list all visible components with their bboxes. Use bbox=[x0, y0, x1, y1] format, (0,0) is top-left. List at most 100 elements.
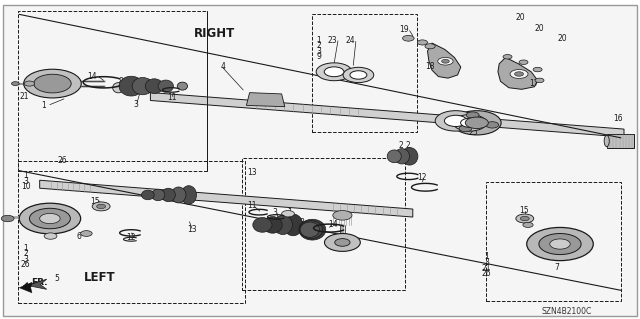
Circle shape bbox=[527, 227, 593, 261]
Bar bbox=[486, 182, 621, 301]
Polygon shape bbox=[28, 279, 47, 289]
Ellipse shape bbox=[151, 189, 165, 201]
Ellipse shape bbox=[141, 190, 154, 200]
Text: 26: 26 bbox=[20, 260, 31, 269]
Ellipse shape bbox=[284, 214, 303, 236]
Circle shape bbox=[335, 239, 350, 246]
Text: 8: 8 bbox=[118, 77, 124, 86]
Text: 21: 21 bbox=[482, 264, 491, 273]
Ellipse shape bbox=[181, 186, 196, 204]
Ellipse shape bbox=[604, 135, 609, 147]
Circle shape bbox=[29, 208, 70, 229]
Circle shape bbox=[417, 40, 428, 45]
Text: 3: 3 bbox=[133, 100, 138, 109]
Polygon shape bbox=[428, 43, 461, 78]
Polygon shape bbox=[19, 282, 32, 293]
Ellipse shape bbox=[119, 76, 143, 96]
Text: 26: 26 bbox=[481, 269, 492, 278]
Text: 25: 25 bbox=[468, 128, 479, 137]
Bar bbox=[312, 14, 417, 132]
Circle shape bbox=[453, 115, 486, 131]
Bar bbox=[607, 134, 634, 148]
Circle shape bbox=[425, 44, 435, 49]
Text: 2: 2 bbox=[28, 80, 33, 89]
Ellipse shape bbox=[145, 79, 163, 93]
Text: 10: 10 bbox=[20, 182, 31, 191]
Text: 12: 12 bbox=[418, 173, 427, 182]
Circle shape bbox=[316, 63, 352, 81]
Circle shape bbox=[510, 70, 528, 78]
Ellipse shape bbox=[300, 222, 319, 237]
Circle shape bbox=[12, 82, 19, 85]
Text: 2: 2 bbox=[406, 141, 411, 150]
Circle shape bbox=[444, 115, 467, 127]
Text: 11: 11 bbox=[167, 93, 176, 102]
Ellipse shape bbox=[177, 82, 188, 90]
Text: 5: 5 bbox=[54, 274, 59, 283]
Circle shape bbox=[40, 213, 60, 224]
Ellipse shape bbox=[300, 221, 323, 239]
Circle shape bbox=[1, 215, 14, 222]
Polygon shape bbox=[498, 57, 538, 89]
Circle shape bbox=[452, 111, 501, 135]
Text: 22: 22 bbox=[455, 121, 464, 130]
Text: 19: 19 bbox=[399, 25, 410, 34]
Circle shape bbox=[467, 112, 479, 118]
Text: 2: 2 bbox=[316, 41, 321, 50]
Text: 3: 3 bbox=[28, 86, 33, 95]
Circle shape bbox=[535, 78, 544, 83]
Text: 7: 7 bbox=[554, 263, 559, 272]
Ellipse shape bbox=[401, 147, 418, 165]
Bar bbox=[18, 11, 207, 171]
Circle shape bbox=[350, 71, 367, 79]
Ellipse shape bbox=[394, 149, 410, 164]
Polygon shape bbox=[246, 93, 285, 107]
Text: 1: 1 bbox=[287, 208, 292, 217]
Circle shape bbox=[44, 233, 57, 239]
Polygon shape bbox=[150, 93, 624, 137]
Text: 18: 18 bbox=[426, 63, 435, 71]
Circle shape bbox=[34, 74, 71, 93]
Circle shape bbox=[92, 202, 110, 211]
Circle shape bbox=[343, 67, 374, 83]
Text: 17: 17 bbox=[529, 79, 540, 88]
Ellipse shape bbox=[161, 188, 175, 202]
Circle shape bbox=[442, 59, 449, 63]
Circle shape bbox=[503, 55, 512, 59]
Text: 16: 16 bbox=[612, 114, 623, 122]
Text: 11: 11 bbox=[247, 201, 256, 210]
Text: 3: 3 bbox=[23, 255, 28, 263]
Ellipse shape bbox=[263, 217, 282, 233]
Circle shape bbox=[24, 81, 35, 86]
Text: 13: 13 bbox=[187, 225, 197, 234]
Text: FR.: FR. bbox=[31, 278, 48, 287]
Text: 15: 15 bbox=[90, 197, 100, 206]
Text: 1: 1 bbox=[41, 101, 46, 110]
Circle shape bbox=[403, 35, 414, 41]
Circle shape bbox=[486, 122, 499, 128]
Circle shape bbox=[520, 216, 529, 221]
Text: 1: 1 bbox=[23, 244, 28, 253]
Text: 3: 3 bbox=[273, 208, 278, 217]
Circle shape bbox=[461, 118, 479, 127]
Text: 2: 2 bbox=[398, 141, 403, 150]
Text: 1: 1 bbox=[484, 252, 489, 261]
Circle shape bbox=[24, 69, 81, 98]
Circle shape bbox=[533, 67, 542, 72]
Text: 3: 3 bbox=[484, 258, 489, 267]
Ellipse shape bbox=[132, 78, 153, 95]
Text: 9: 9 bbox=[316, 52, 321, 61]
Text: 1: 1 bbox=[316, 36, 321, 45]
Text: 1: 1 bbox=[23, 171, 28, 180]
Text: 15: 15 bbox=[518, 206, 529, 215]
Circle shape bbox=[19, 203, 81, 234]
Text: 21: 21 bbox=[20, 92, 29, 101]
Text: 23: 23 bbox=[328, 36, 338, 45]
Circle shape bbox=[438, 57, 453, 65]
Text: 8: 8 bbox=[300, 218, 305, 227]
Circle shape bbox=[516, 214, 534, 223]
Circle shape bbox=[523, 222, 533, 227]
Text: RIGHT: RIGHT bbox=[194, 27, 235, 40]
Text: 20: 20 bbox=[557, 34, 567, 43]
Ellipse shape bbox=[253, 218, 272, 232]
